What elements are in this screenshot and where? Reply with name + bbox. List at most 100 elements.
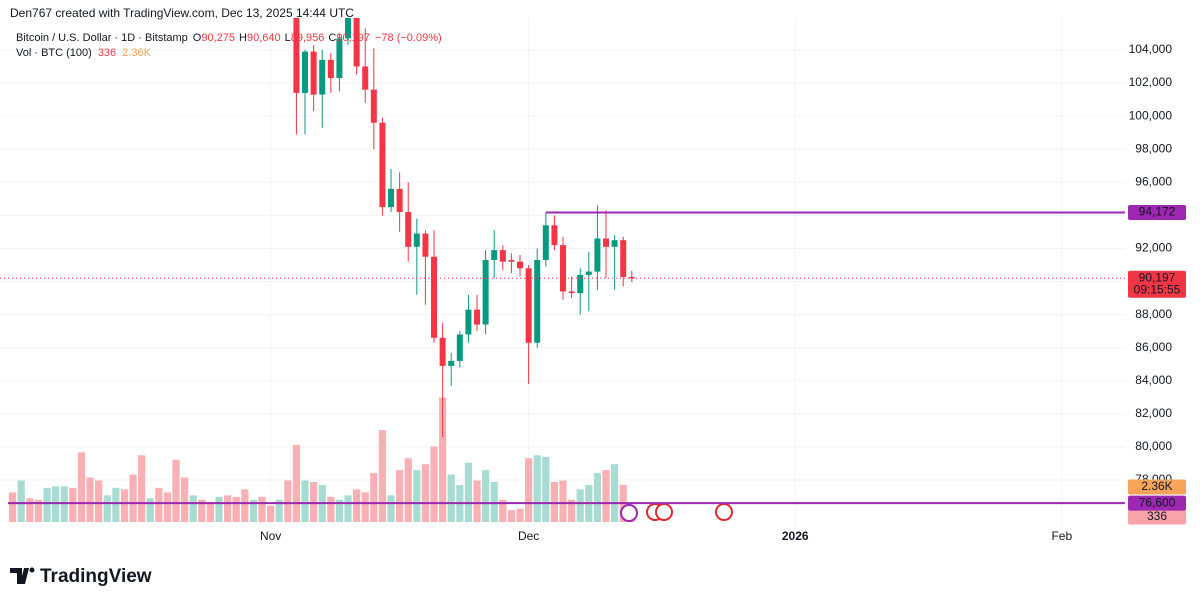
volume-bar bbox=[267, 505, 275, 522]
volume-bar bbox=[344, 495, 352, 522]
ohlc-value: 90,197 bbox=[336, 32, 370, 44]
volume-bar bbox=[69, 487, 77, 522]
line-price-label: 76,600 bbox=[1139, 495, 1176, 509]
volume-bar bbox=[249, 499, 258, 522]
event-icon[interactable] bbox=[655, 503, 673, 521]
legend-volume: Vol · BTC (100) 336 2.36K bbox=[16, 47, 152, 59]
volume-bar bbox=[258, 496, 266, 522]
volume-bar bbox=[404, 458, 412, 522]
volume-bar bbox=[439, 397, 447, 522]
volume-bar bbox=[17, 480, 25, 522]
candle-body bbox=[620, 240, 627, 277]
volume-bar bbox=[576, 489, 584, 522]
volume-bar bbox=[353, 489, 361, 522]
candle-body bbox=[628, 276, 635, 279]
volume-bar bbox=[232, 496, 240, 522]
plot-area bbox=[0, 18, 1125, 522]
brand-logo bbox=[10, 567, 35, 584]
volume-bar bbox=[378, 430, 387, 522]
x-tick-label: Dec bbox=[518, 529, 539, 543]
volume-bar bbox=[559, 480, 567, 522]
brand: TradingView bbox=[40, 566, 152, 587]
volume-bar bbox=[301, 480, 309, 522]
ohlc-key: C bbox=[328, 32, 336, 44]
volume-bar bbox=[568, 499, 576, 522]
x-tick-label: 2026 bbox=[782, 529, 809, 543]
volume-bar bbox=[482, 470, 490, 522]
y-tick-label: 80,000 bbox=[1135, 439, 1172, 453]
candle-body bbox=[396, 188, 403, 213]
volume-bar bbox=[77, 452, 86, 522]
volume-bar bbox=[206, 502, 215, 522]
line-price-label: 94,172 bbox=[1139, 205, 1176, 219]
volume-bar bbox=[361, 492, 369, 522]
change: −78 (−0.09%) bbox=[375, 32, 442, 44]
last-price-label: 09:15:55 bbox=[1134, 282, 1181, 296]
volume-bar bbox=[464, 462, 473, 522]
volume-bar bbox=[284, 480, 292, 522]
event-icons bbox=[620, 503, 733, 522]
line-price-label-box bbox=[1128, 495, 1186, 511]
candle-body bbox=[517, 261, 524, 269]
volume-bar bbox=[138, 455, 146, 522]
volume-bar bbox=[155, 487, 163, 522]
candle-body bbox=[345, 18, 352, 39]
event-icon[interactable] bbox=[620, 504, 638, 522]
candle-body bbox=[310, 51, 317, 95]
legend-main: Bitcoin / U.S. Dollar · 1D · Bitstamp O90… bbox=[16, 32, 442, 44]
y-tick-label: 84,000 bbox=[1135, 373, 1172, 387]
candle-body bbox=[594, 238, 601, 272]
candle-body bbox=[560, 245, 567, 292]
volume-bar bbox=[525, 458, 533, 522]
candle-body bbox=[448, 360, 455, 366]
volume-bar bbox=[163, 492, 172, 522]
volume-bar bbox=[34, 499, 43, 522]
volume-bar bbox=[275, 499, 283, 522]
y-tick-label: 104,000 bbox=[1129, 42, 1173, 56]
candle-body bbox=[413, 233, 420, 247]
ohlc-key: L bbox=[285, 32, 291, 44]
volume-bar bbox=[172, 459, 180, 522]
volume-bar bbox=[611, 464, 619, 522]
volume-bar bbox=[189, 495, 197, 522]
ohlc-key: O bbox=[193, 32, 202, 44]
candle-body bbox=[482, 260, 489, 325]
candle-body bbox=[405, 212, 412, 247]
candle-body bbox=[362, 66, 369, 90]
volume-bar bbox=[146, 498, 154, 522]
ohlc-key: H bbox=[239, 32, 247, 44]
candle-body bbox=[568, 291, 575, 294]
volume-bar bbox=[370, 473, 378, 522]
x-tick-label: Nov bbox=[260, 529, 281, 543]
candle-body bbox=[353, 18, 360, 67]
volume-bar bbox=[602, 470, 610, 522]
volume-bar bbox=[593, 473, 602, 522]
volume-bar bbox=[198, 499, 206, 522]
y-tick-label: 86,000 bbox=[1135, 340, 1172, 354]
volume-bar bbox=[387, 495, 395, 522]
volume-bar bbox=[499, 499, 507, 522]
volume-bar bbox=[112, 487, 120, 522]
volume-bar bbox=[26, 498, 34, 522]
candle-body bbox=[431, 256, 438, 338]
volume-bar bbox=[430, 446, 438, 522]
volume-bar bbox=[310, 481, 318, 522]
volume-bar bbox=[9, 492, 17, 522]
event-icon[interactable] bbox=[715, 503, 733, 521]
volume-bar bbox=[533, 455, 541, 522]
volume-bar bbox=[396, 470, 404, 522]
candle-body bbox=[327, 59, 334, 79]
volume-bar bbox=[120, 489, 129, 522]
volume-ma-label: 2.36K bbox=[1141, 479, 1172, 493]
y-tick-label: 98,000 bbox=[1135, 141, 1172, 155]
volume-bar bbox=[95, 480, 103, 522]
ohlc-value: 90,275 bbox=[201, 32, 235, 44]
volume-bar bbox=[224, 495, 232, 522]
y-tick-label: 88,000 bbox=[1135, 307, 1172, 321]
volume-bar bbox=[473, 480, 481, 522]
volume-bar bbox=[490, 481, 498, 522]
attribution: Den767 created with TradingView.com, Dec… bbox=[10, 6, 354, 20]
y-tick-label: 102,000 bbox=[1129, 75, 1173, 89]
candle-body bbox=[336, 38, 343, 79]
